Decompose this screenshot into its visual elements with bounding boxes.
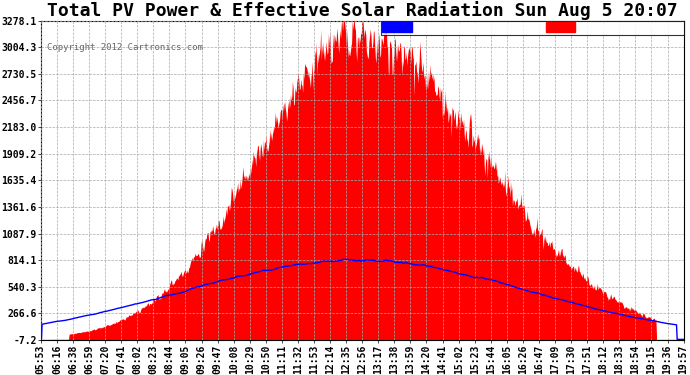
Legend: Radiation (Effective W/m2), PV Panels (DC Watts): Radiation (Effective W/m2), PV Panels (D… — [381, 21, 684, 35]
Title: Total PV Power & Effective Solar Radiation Sun Aug 5 20:07: Total PV Power & Effective Solar Radiati… — [47, 2, 678, 20]
Text: Copyright 2012 Cartronics.com: Copyright 2012 Cartronics.com — [47, 43, 203, 52]
